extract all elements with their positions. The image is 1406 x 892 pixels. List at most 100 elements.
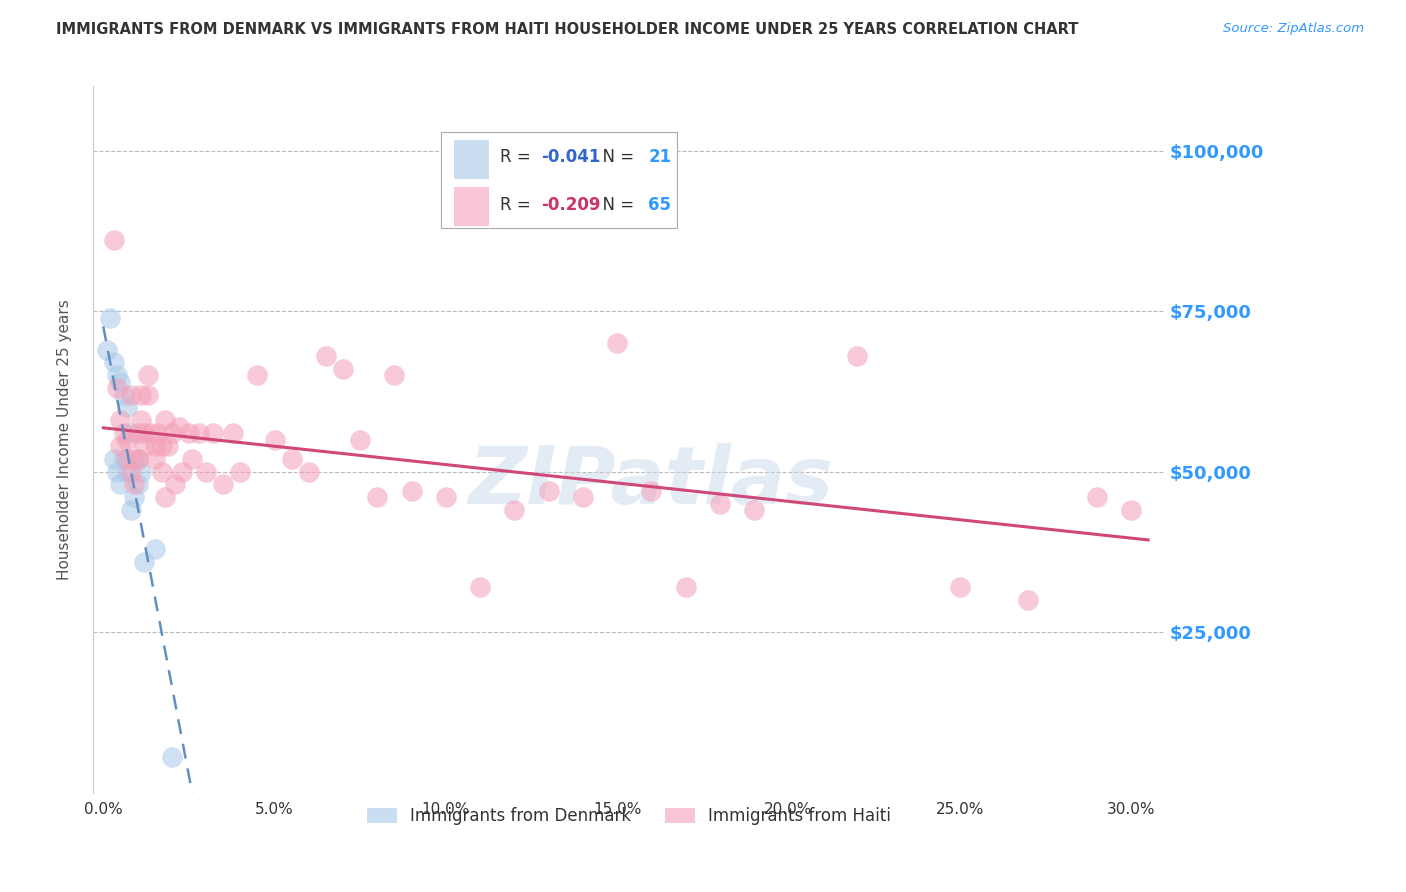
Point <box>1017 593 1039 607</box>
Y-axis label: Householder Income Under 25 years: Householder Income Under 25 years <box>58 299 72 580</box>
FancyBboxPatch shape <box>454 187 489 227</box>
Text: R =: R = <box>501 148 537 166</box>
Text: R =: R = <box>501 196 537 214</box>
Point <box>120 426 142 441</box>
Point <box>949 580 972 594</box>
Text: -0.209: -0.209 <box>541 196 600 214</box>
Point <box>1085 491 1108 505</box>
Text: ZIPatlas: ZIPatlas <box>468 443 834 521</box>
Point <box>146 426 169 441</box>
Point <box>1119 503 1142 517</box>
Point <box>332 362 354 376</box>
Point <box>150 465 173 479</box>
Point <box>122 491 145 505</box>
Text: N =: N = <box>592 196 638 214</box>
FancyBboxPatch shape <box>454 140 489 178</box>
Point <box>127 451 149 466</box>
Point <box>103 234 125 248</box>
Point <box>134 554 156 568</box>
Point <box>122 477 145 491</box>
Point <box>127 451 149 466</box>
Point <box>117 401 139 415</box>
Point <box>167 419 190 434</box>
Point <box>845 349 868 363</box>
Point <box>165 477 187 491</box>
Point <box>103 451 125 466</box>
Point <box>384 368 406 383</box>
Text: 21: 21 <box>648 148 672 166</box>
Point <box>212 477 235 491</box>
Point <box>127 477 149 491</box>
Point <box>120 503 142 517</box>
Point <box>141 426 163 441</box>
Text: N =: N = <box>592 148 638 166</box>
Point <box>195 465 218 479</box>
Point <box>188 426 211 441</box>
Point <box>401 483 423 498</box>
Point <box>160 426 183 441</box>
FancyBboxPatch shape <box>441 132 678 227</box>
Point <box>117 433 139 447</box>
Point <box>181 451 204 466</box>
Text: IMMIGRANTS FROM DENMARK VS IMMIGRANTS FROM HAITI HOUSEHOLDER INCOME UNDER 25 YEA: IMMIGRANTS FROM DENMARK VS IMMIGRANTS FR… <box>56 22 1078 37</box>
Point <box>675 580 697 594</box>
Point <box>134 426 156 441</box>
Point <box>110 439 132 453</box>
Point <box>177 426 200 441</box>
Point <box>160 750 183 764</box>
Point <box>143 541 166 556</box>
Point <box>229 465 252 479</box>
Point <box>136 387 159 401</box>
Point <box>742 503 765 517</box>
Point <box>298 465 321 479</box>
Point <box>110 477 132 491</box>
Point <box>112 451 135 466</box>
Point <box>709 497 731 511</box>
Text: 65: 65 <box>648 196 672 214</box>
Point <box>129 465 152 479</box>
Point <box>280 451 302 466</box>
Point <box>136 368 159 383</box>
Text: Source: ZipAtlas.com: Source: ZipAtlas.com <box>1223 22 1364 36</box>
Point <box>110 375 132 389</box>
Point <box>117 451 139 466</box>
Point <box>105 465 128 479</box>
Point <box>96 343 118 357</box>
Point <box>143 451 166 466</box>
Point <box>172 465 194 479</box>
Point <box>263 433 285 447</box>
Legend: Immigrants from Denmark, Immigrants from Haiti: Immigrants from Denmark, Immigrants from… <box>359 799 900 834</box>
Point <box>129 387 152 401</box>
Point <box>105 368 128 383</box>
Point <box>434 491 457 505</box>
Point <box>143 439 166 453</box>
Point <box>572 491 595 505</box>
Point <box>127 426 149 441</box>
Point <box>366 491 388 505</box>
Point <box>120 387 142 401</box>
Point <box>129 413 152 427</box>
Point <box>222 426 245 441</box>
Point <box>606 336 628 351</box>
Point <box>112 426 135 441</box>
Point <box>157 439 180 453</box>
Point <box>134 439 156 453</box>
Point <box>103 355 125 369</box>
Point <box>537 483 560 498</box>
Point <box>349 433 371 447</box>
Point <box>150 439 173 453</box>
Point <box>468 580 491 594</box>
Point <box>117 465 139 479</box>
Point <box>315 349 337 363</box>
Point <box>640 483 662 498</box>
Point <box>105 381 128 395</box>
Point <box>153 413 176 427</box>
Point <box>201 426 224 441</box>
Point <box>112 387 135 401</box>
Point <box>110 413 132 427</box>
Point <box>98 310 121 325</box>
Point <box>246 368 269 383</box>
Point <box>120 465 142 479</box>
Text: -0.041: -0.041 <box>541 148 600 166</box>
Point <box>503 503 526 517</box>
